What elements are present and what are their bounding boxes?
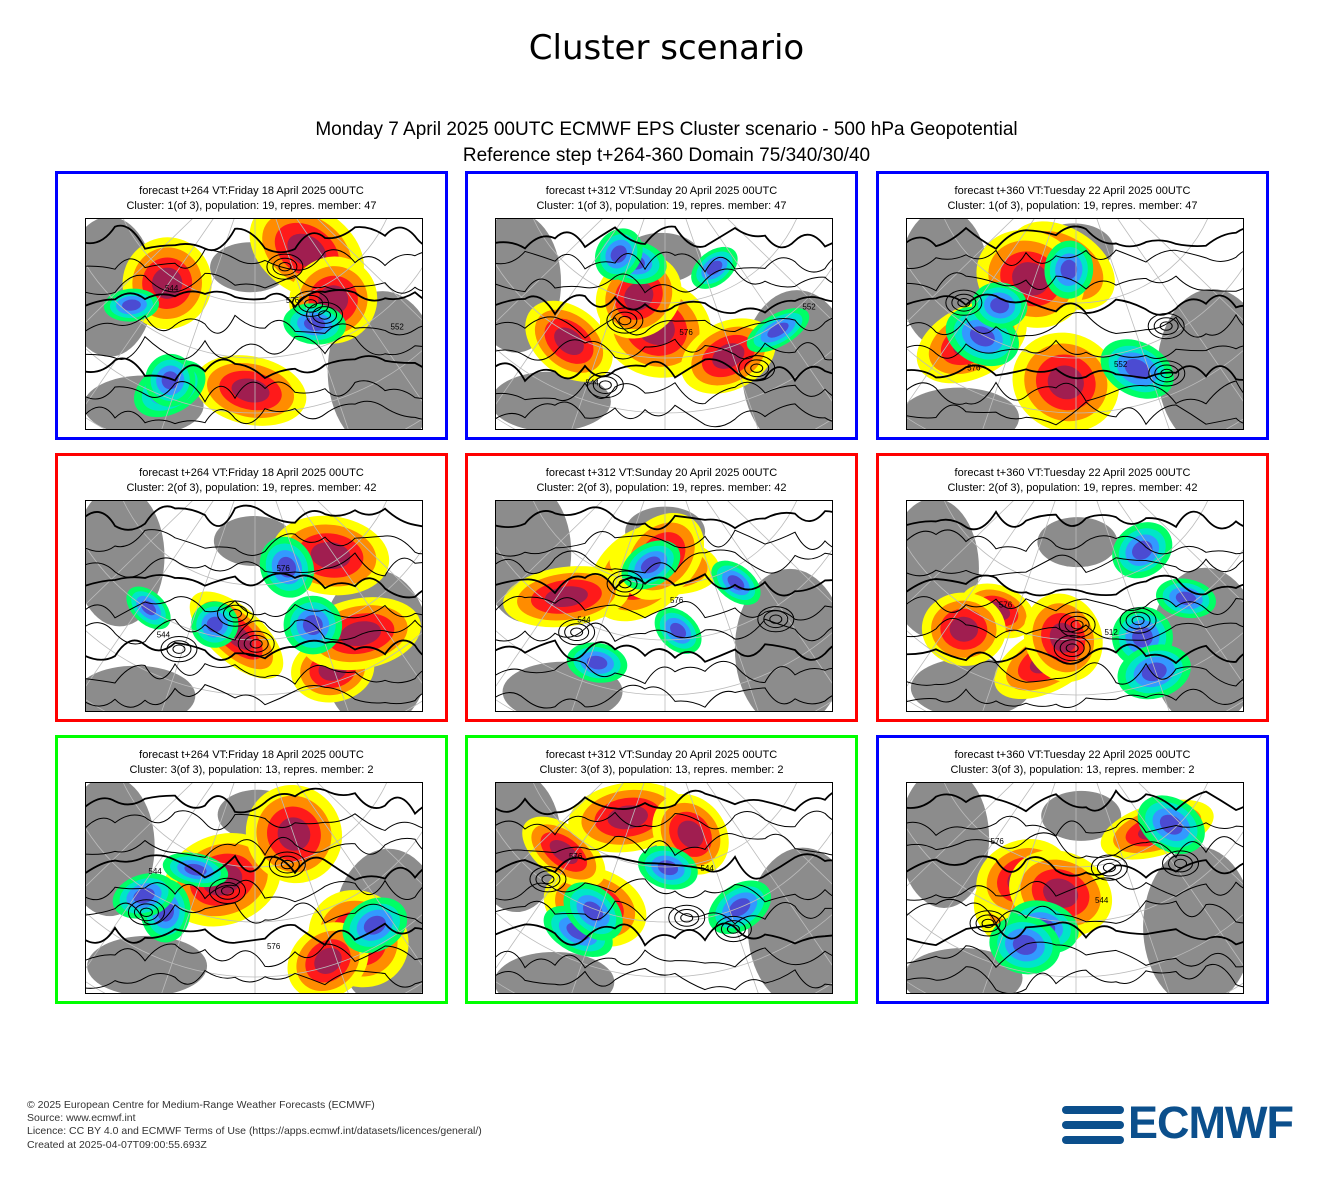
contour-label: 576 xyxy=(267,942,281,951)
cluster-panel: forecast t+360 VT:Tuesday 22 April 2025 … xyxy=(876,171,1269,440)
panel-cluster-info: Cluster: 1(of 3), population: 19, repres… xyxy=(126,200,377,212)
contour-label: 544 xyxy=(1095,896,1109,905)
cluster-panel: forecast t+312 VT:Sunday 20 April 2025 0… xyxy=(465,735,858,1004)
panel-cluster-info: Cluster: 2(of 3), population: 19, repres… xyxy=(947,482,1198,494)
contour-label: 576 xyxy=(286,296,300,305)
cluster-panel: forecast t+360 VT:Tuesday 22 April 2025 … xyxy=(876,453,1269,722)
geopotential-map: 576 552 xyxy=(906,218,1244,430)
contour-label: 576 xyxy=(276,564,290,573)
footer-credits: © 2025 European Centre for Medium-Range … xyxy=(27,1099,482,1152)
panel-forecast-title: forecast t+360 VT:Tuesday 22 April 2025 … xyxy=(954,749,1191,761)
panel-cluster-info: Cluster: 1(of 3), population: 19, repres… xyxy=(536,200,787,212)
panel-forecast-title: forecast t+312 VT:Sunday 20 April 2025 0… xyxy=(545,749,778,761)
panel-cluster-info: Cluster: 2(of 3), population: 19, repres… xyxy=(536,482,787,494)
ecmwf-logo-text: ECMWF xyxy=(1128,1097,1294,1148)
chart-subtitle-line-1: Monday 7 April 2025 00UTC ECMWF EPS Clus… xyxy=(315,119,1018,140)
contour-label: 544 xyxy=(157,630,171,639)
footer-source: Source: www.ecmwf.int xyxy=(27,1112,136,1125)
panel-forecast-title: forecast t+360 VT:Tuesday 22 April 2025 … xyxy=(954,185,1191,197)
cluster-panel: forecast t+312 VT:Sunday 20 April 2025 0… xyxy=(465,171,858,440)
footer-created: Created at 2025-04-07T09:00:55.693Z xyxy=(27,1138,207,1151)
panel-forecast-title: forecast t+264 VT:Friday 18 April 2025 0… xyxy=(139,749,364,761)
cluster-panel: forecast t+360 VT:Tuesday 22 April 2025 … xyxy=(876,735,1269,1004)
contour-label: 552 xyxy=(391,323,405,332)
contour-label: 576 xyxy=(967,364,981,373)
chart-subtitle-line-2: Reference step t+264-360 Domain 75/340/3… xyxy=(462,145,871,166)
contour-label: 544 xyxy=(700,864,714,873)
footer-copyright: © 2025 European Centre for Medium-Range … xyxy=(27,1099,375,1111)
contour-label: 552 xyxy=(802,303,816,312)
panel-cluster-info: Cluster: 3(of 3), population: 13, repres… xyxy=(539,764,784,776)
geopotential-map: 576 544 xyxy=(495,782,833,994)
geopotential-map: 576 544 xyxy=(906,782,1244,994)
geopotential-map: 544 576 552 xyxy=(495,218,833,430)
contour-label: 544 xyxy=(577,615,591,624)
geopotential-map: 544 576 xyxy=(85,782,423,994)
panel-forecast-title: forecast t+312 VT:Sunday 20 April 2025 0… xyxy=(545,185,778,197)
contour-label: 576 xyxy=(991,837,1005,846)
panel-forecast-title: forecast t+264 VT:Friday 18 April 2025 0… xyxy=(139,185,364,197)
panel-cluster-info: Cluster: 2(of 3), population: 19, repres… xyxy=(126,482,377,494)
panel-forecast-title: forecast t+312 VT:Sunday 20 April 2025 0… xyxy=(545,467,778,479)
panel-cluster-info: Cluster: 3(of 3), population: 13, repres… xyxy=(129,764,374,776)
footer-licence: Licence: CC BY 4.0 and ECMWF Terms of Us… xyxy=(27,1125,482,1138)
geopotential-map: 544 576 xyxy=(85,500,423,712)
ecmwf-logo-icon xyxy=(1062,1106,1124,1144)
contour-label: 576 xyxy=(569,852,583,861)
panel-forecast-title: forecast t+264 VT:Friday 18 April 2025 0… xyxy=(139,467,364,479)
cluster-panel: forecast t+312 VT:Sunday 20 April 2025 0… xyxy=(465,453,858,722)
geopotential-map: 544 576 552 xyxy=(85,218,423,430)
contour-label: 576 xyxy=(999,600,1013,609)
cluster-panel: forecast t+264 VT:Friday 18 April 2025 0… xyxy=(55,171,448,440)
cluster-panel: forecast t+264 VT:Friday 18 April 2025 0… xyxy=(55,735,448,1004)
contour-label: 576 xyxy=(670,596,684,605)
cluster-panel: forecast t+264 VT:Friday 18 April 2025 0… xyxy=(55,453,448,722)
geopotential-map: 544 576 xyxy=(495,500,833,712)
contour-label: 544 xyxy=(165,284,179,293)
page-title: Cluster scenario xyxy=(528,28,805,68)
panel-forecast-title: forecast t+360 VT:Tuesday 22 April 2025 … xyxy=(954,467,1191,479)
contour-label: 576 xyxy=(679,328,693,337)
contour-label: 552 xyxy=(1114,360,1128,369)
contour-label: 544 xyxy=(586,379,600,388)
panel-cluster-info: Cluster: 3(of 3), population: 13, repres… xyxy=(950,764,1195,776)
contour-label: 544 xyxy=(148,867,162,876)
contour-label: 512 xyxy=(1104,628,1118,637)
panel-cluster-info: Cluster: 1(of 3), population: 19, repres… xyxy=(947,200,1198,212)
geopotential-map: 576 512 xyxy=(906,500,1244,712)
